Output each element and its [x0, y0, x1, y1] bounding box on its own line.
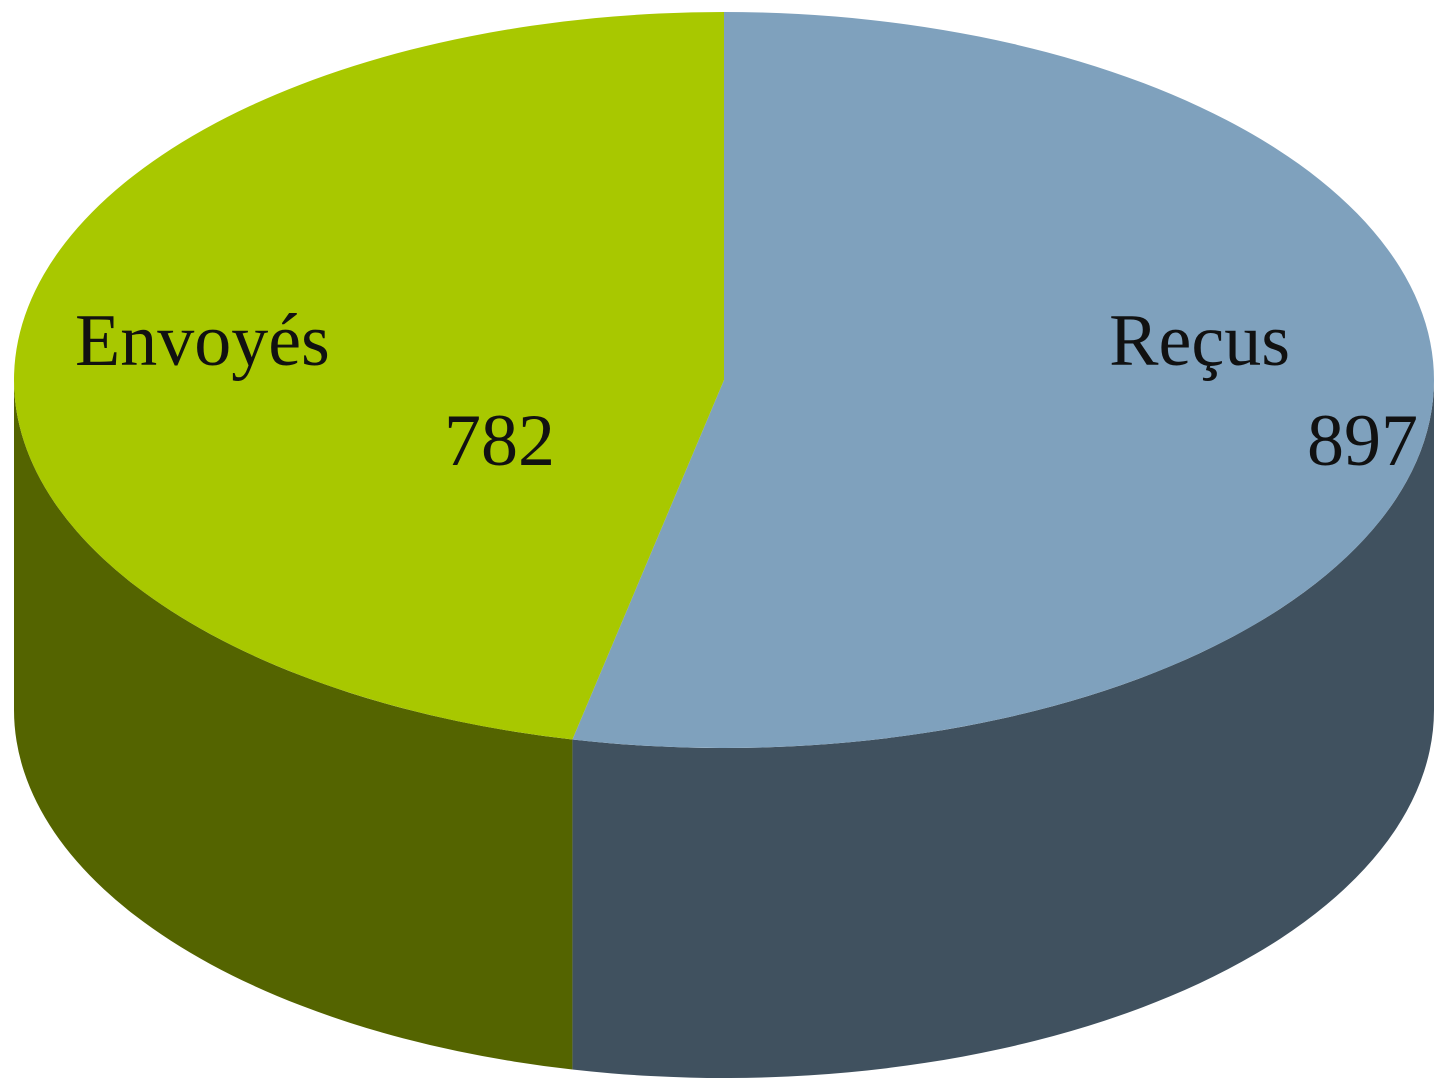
slice-value: 897 [1307, 400, 1418, 482]
slice-side [572, 380, 1434, 1078]
slice-label: Envoyés [75, 300, 330, 382]
slice [572, 12, 1434, 749]
slice-value: 782 [444, 400, 555, 482]
slice [13, 12, 725, 740]
slice-label: Reçus [1109, 300, 1290, 382]
slice-side [14, 380, 573, 1070]
